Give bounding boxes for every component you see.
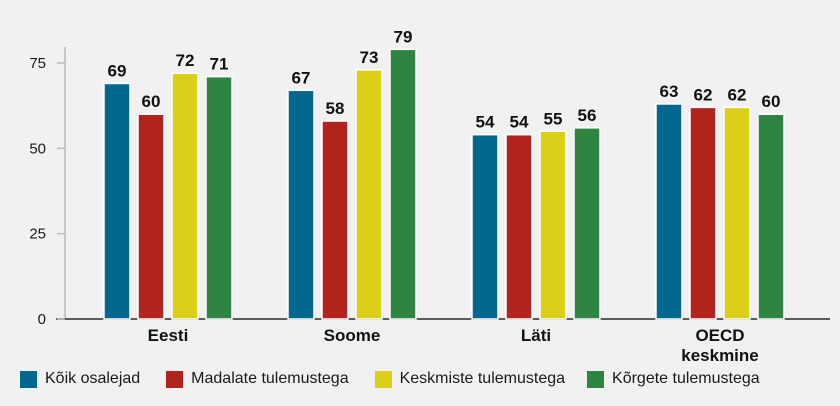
- y-tick-label: 75: [29, 55, 46, 72]
- bar-value-label: 62: [694, 85, 713, 104]
- bar: [471, 133, 499, 320]
- y-tick-label: 50: [29, 140, 46, 157]
- legend-label: Kõik osalejad: [45, 370, 141, 387]
- bar-value-label: 79: [394, 27, 413, 46]
- legend-swatch: [374, 370, 392, 388]
- legend-swatch: [20, 370, 37, 388]
- y-tick-label: 25: [29, 226, 46, 243]
- bar: [137, 113, 165, 320]
- bar-value-label: 60: [762, 92, 781, 111]
- legend-swatch: [587, 370, 605, 388]
- bar-value-label: 73: [360, 48, 379, 67]
- bar: [539, 130, 567, 320]
- bar: [757, 113, 785, 320]
- legend-item: Kõik osalejad: [20, 370, 140, 388]
- y-tick-label: 0: [38, 311, 46, 328]
- bar: [205, 75, 233, 320]
- legend-item: Kõrgete tulemustega: [587, 370, 760, 388]
- legend-label: Kõrgete tulemustega: [612, 370, 760, 387]
- bar-value-label: 62: [728, 85, 747, 104]
- bar-groups: [103, 48, 785, 320]
- bar-value-label: 63: [660, 82, 679, 101]
- x-category-label: Läti: [521, 326, 551, 345]
- x-axis-labels: Eesti Soome Läti OECD keskmine: [148, 326, 759, 365]
- bar: [573, 127, 601, 320]
- x-category-label: Eesti: [148, 326, 189, 345]
- bar: [321, 120, 349, 320]
- bar-value-label: 67: [292, 68, 311, 87]
- bar: [689, 106, 717, 320]
- legend: Kõik osalejad Madalate tulemustega Keskmis…: [20, 370, 760, 388]
- bar-value-label: 69: [108, 61, 127, 80]
- x-category-label: Soome: [324, 326, 381, 345]
- x-category-label: OECD keskmine: [681, 326, 759, 365]
- bar-value-label: 54: [510, 113, 529, 132]
- bar-value-label: 72: [176, 51, 195, 70]
- bar: [723, 106, 751, 320]
- bar: [655, 103, 683, 320]
- legend-item: Madalate tulemustega: [166, 370, 349, 388]
- legend-item: Keskmiste tulemustega: [374, 370, 566, 388]
- legend-label: Madalate tulemustega: [191, 370, 349, 387]
- y-axis-ticks: 0 25 50 75: [29, 55, 65, 328]
- bar: [103, 82, 131, 320]
- bar-value-label: 55: [544, 109, 563, 128]
- bar-chart: 0 25 50 75 69 60 72 71 67 58 73 79 54 54 55 56 63 62 62 60…: [29, 27, 830, 365]
- bar-value-label: 71: [210, 55, 229, 74]
- bar: [287, 89, 315, 320]
- bar: [505, 133, 533, 320]
- bar-value-label: 56: [578, 106, 597, 125]
- bar-value-label: 60: [142, 92, 161, 111]
- legend-label: Keskmiste tulemustega: [399, 370, 566, 387]
- bar: [389, 48, 417, 320]
- value-labels: 69 60 72 71 67 58 73 79 54 54 55 56 63 62 62 60: [108, 27, 781, 131]
- bar-value-label: 54: [476, 113, 495, 132]
- legend-swatch: [166, 370, 184, 388]
- bar: [355, 69, 383, 320]
- bar: [171, 72, 199, 320]
- bar-value-label: 58: [326, 99, 345, 118]
